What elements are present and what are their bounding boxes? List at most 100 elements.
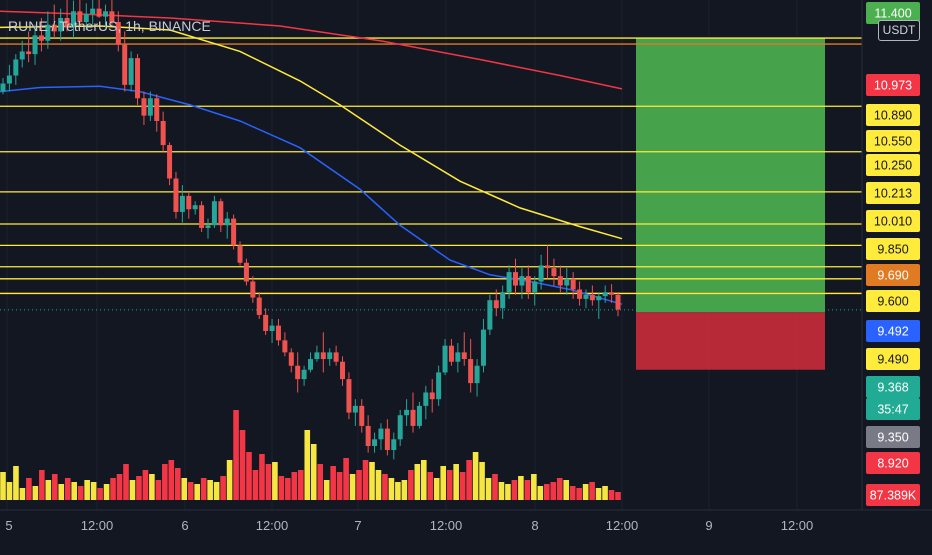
volume-bar — [174, 468, 181, 500]
candle-body — [13, 59, 19, 76]
candle-body — [58, 18, 64, 32]
volume-bar — [58, 484, 65, 500]
price-axis-label-bg — [866, 238, 920, 260]
volume-bar — [155, 480, 162, 500]
price-axis-label: 9.368 — [877, 381, 908, 395]
currency-badge[interactable]: USDT — [878, 20, 920, 41]
volume-bar — [45, 480, 52, 500]
volume-bar — [608, 490, 615, 500]
candle-body — [70, 11, 76, 28]
price-axis-label: 9.600 — [877, 295, 908, 309]
volume-bar — [200, 478, 207, 500]
price-axis-label-bg — [866, 348, 920, 370]
time-axis-label: 12:00 — [81, 518, 114, 533]
candle-body — [340, 361, 346, 380]
time-axis-label: 12:00 — [256, 518, 289, 533]
volume-bar — [317, 464, 324, 500]
volume-bar — [569, 486, 576, 500]
price-axis-label: 9.850 — [877, 243, 908, 257]
candle-body — [256, 297, 262, 315]
volume-bar — [32, 486, 39, 500]
volume-bar — [408, 470, 414, 500]
volume-bar — [537, 486, 544, 500]
candle-body — [211, 201, 217, 226]
candle-body — [525, 276, 531, 293]
volume-bar — [531, 474, 537, 500]
candle-body — [538, 265, 544, 282]
candle-body — [96, 8, 102, 17]
price-axis-label: 87.389K — [870, 489, 917, 503]
price-axis-label-bg — [866, 130, 920, 152]
symbol-title: RUNE / TetherUS, 1h, BINANCE — [8, 18, 211, 34]
price-axis-label: 9.350 — [877, 431, 908, 445]
price-axis-label-bg — [866, 264, 920, 286]
time-axis-label: 9 — [705, 518, 712, 533]
volume-bar — [181, 478, 188, 500]
price-axis-label-bg — [866, 376, 920, 398]
volume-bar — [304, 430, 311, 500]
volume-bar — [479, 462, 485, 500]
volume-bar — [272, 462, 278, 500]
candle-body — [519, 276, 525, 286]
candle-body — [282, 340, 288, 353]
volume-bar — [291, 472, 298, 500]
candle-body — [410, 409, 416, 426]
volume-bar — [220, 476, 226, 500]
candle-body — [179, 195, 185, 212]
candle-body — [154, 98, 160, 121]
volume-bar — [252, 470, 259, 500]
volume-bar — [602, 486, 608, 500]
price-axis-label-bg — [866, 398, 920, 420]
candle-body — [416, 405, 422, 426]
volume-bar — [110, 478, 116, 500]
candle-body — [218, 201, 224, 226]
candle-body — [263, 314, 269, 331]
time-axis-label: 12:00 — [606, 518, 639, 533]
candle-body — [404, 409, 410, 416]
candle-body — [333, 352, 339, 362]
candle-body — [26, 51, 32, 55]
volume-bar — [498, 482, 505, 500]
volume-bar — [401, 480, 408, 500]
candle-body — [0, 83, 6, 92]
volume-bar — [149, 474, 155, 500]
volume-bar — [142, 470, 149, 500]
candle-body — [224, 218, 230, 226]
candle-body — [38, 35, 44, 41]
candle-body — [186, 195, 192, 210]
volume-bar — [576, 488, 582, 500]
candle-body — [90, 8, 96, 14]
price-axis-label: 35:47 — [877, 403, 908, 417]
volume-bar — [77, 486, 84, 500]
time-axis-label: 6 — [181, 518, 188, 533]
price-axis-label-bg — [866, 426, 920, 448]
price-axis-label-bg — [866, 74, 920, 96]
candle-body — [51, 24, 57, 32]
candle-body — [500, 292, 506, 309]
candle-body — [19, 51, 25, 60]
volume-bar — [466, 460, 472, 500]
candle-body — [320, 352, 326, 360]
volume-bar — [582, 484, 589, 500]
volume-bar — [26, 478, 32, 500]
candle-body — [564, 278, 570, 286]
candle-body — [141, 98, 147, 116]
price-axis-label: 10.213 — [874, 187, 912, 201]
candle-body — [442, 345, 448, 373]
candle-body — [429, 392, 435, 400]
volume-bar — [136, 476, 142, 500]
volume-bar — [84, 480, 90, 500]
candle-body — [455, 352, 461, 362]
volume-bar — [123, 464, 129, 500]
price-axis-label: 10.973 — [874, 79, 912, 93]
volume-bar — [543, 484, 550, 500]
moving-average-line — [0, 25, 623, 240]
candle-body — [557, 276, 563, 286]
volume-bar — [550, 482, 557, 500]
candle-body — [609, 292, 615, 295]
volume-bar — [51, 474, 58, 500]
position-profit-zone — [636, 38, 825, 313]
volume-bar — [427, 472, 434, 500]
